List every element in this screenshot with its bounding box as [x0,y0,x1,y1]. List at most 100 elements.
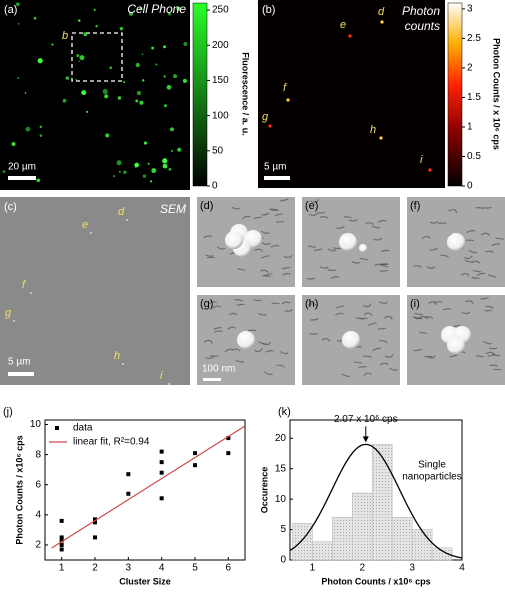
grain-texture [271,302,280,305]
data-point [159,470,164,475]
grain-texture [310,317,319,321]
sem-particle [122,363,124,365]
legend-label: linear fit, R²=0.94 [73,437,150,448]
panel-label: (i) [410,298,420,310]
grain-texture [313,248,323,252]
fluorescent-spot [25,126,31,132]
photon-image [258,0,445,188]
scale-bar [203,378,221,381]
fluorescent-spot [36,178,41,183]
panel-label: (j) [3,406,13,418]
grain-texture [216,246,226,250]
x-axis-label: Photon Counts / x10⁶ cps [321,576,430,586]
grain-texture [475,207,484,210]
grain-texture [227,326,236,330]
fluorescent-spot [123,170,127,174]
grain-texture [213,327,222,330]
fluorescent-spot [167,12,171,16]
grain-texture [426,265,436,269]
x-tick-label: 4 [459,563,465,574]
zoom-marker: b [62,30,68,42]
grain-texture [351,261,361,264]
grain-texture [270,244,280,248]
fluorescent-spot [134,162,139,168]
fluorescent-spot [163,104,167,108]
nanosphere [339,233,357,251]
fluorescent-spot [143,141,148,145]
grain-texture [485,351,495,355]
grain-texture [483,206,492,209]
colorbar-tick-label: 50 [212,145,224,156]
colorbar-tick-label: 1.5 [467,92,481,103]
grain-texture [309,332,318,335]
data-point [226,436,231,441]
grain-texture [254,248,263,252]
grain-texture [481,232,490,236]
histogram-bar [312,541,333,561]
grain-texture [214,330,224,333]
colorbar-tick-label: 0 [467,181,473,192]
grain-texture [429,247,439,251]
sem-image [0,197,190,385]
grain-texture [327,269,337,272]
grain-texture [424,316,434,320]
scale-bar-label: 20 µm [8,162,36,173]
grain-texture [383,315,393,320]
grain-texture [284,309,293,312]
fluorescent-spot [112,174,116,178]
x-tick-label: 4 [159,563,165,574]
colorbar-tick-label: 150 [212,75,229,86]
scale-bar-label: 5 µm [8,357,30,368]
fluorescent-spot [104,94,109,99]
grain-texture [336,225,345,229]
nanosphere [237,331,255,349]
grain-texture [413,265,422,268]
fluorescent-spot [151,168,157,174]
y-tick-label: 6 [35,479,41,490]
data-point [126,472,131,477]
grain-texture [270,208,279,211]
particle-marker: d [118,206,125,218]
fluorescent-spot [11,141,16,147]
grain-texture [363,372,372,376]
x-tick-label: 2 [360,563,366,574]
particle-marker: i [420,154,423,166]
fluorescent-spot [139,7,142,11]
grain-texture [480,297,489,300]
data-point [193,463,197,468]
fluorescent-spot [163,75,166,78]
x-tick-label: 6 [226,563,232,574]
data-point [193,451,197,456]
fluorescent-spot [39,134,43,137]
annotation: 2.07 x 10⁶ cps [334,414,398,425]
fluorescent-spot [78,19,81,22]
data-point [59,547,64,552]
particle-marker: e [82,219,88,231]
x-tick-label: 3 [409,563,415,574]
grain-texture [452,324,461,328]
histogram-bar [411,529,433,561]
particle-marker: f [22,279,26,291]
colorbar-tick-label: 3 [467,4,473,15]
panel-label: (e) [305,200,318,212]
fluorescent-spot [182,78,187,83]
grain-texture [307,245,317,249]
grain-texture [253,216,263,220]
data-point [226,451,231,456]
grain-texture [265,349,275,353]
grain-texture [463,255,473,260]
grain-texture [356,317,365,320]
nanosphere [447,233,465,251]
grain-texture [283,254,293,259]
fluorescent-spot [79,55,85,61]
image-title: Cell Phone [127,2,186,16]
grain-texture [373,237,383,241]
grain-texture [421,235,431,239]
fit-line [51,425,246,549]
grain-texture [333,247,342,250]
grain-texture [428,301,438,306]
fluorescent-spot [135,62,140,68]
fluorescent-spot [119,170,121,173]
photon-spot [380,20,384,24]
panel-label: (g) [200,298,213,310]
